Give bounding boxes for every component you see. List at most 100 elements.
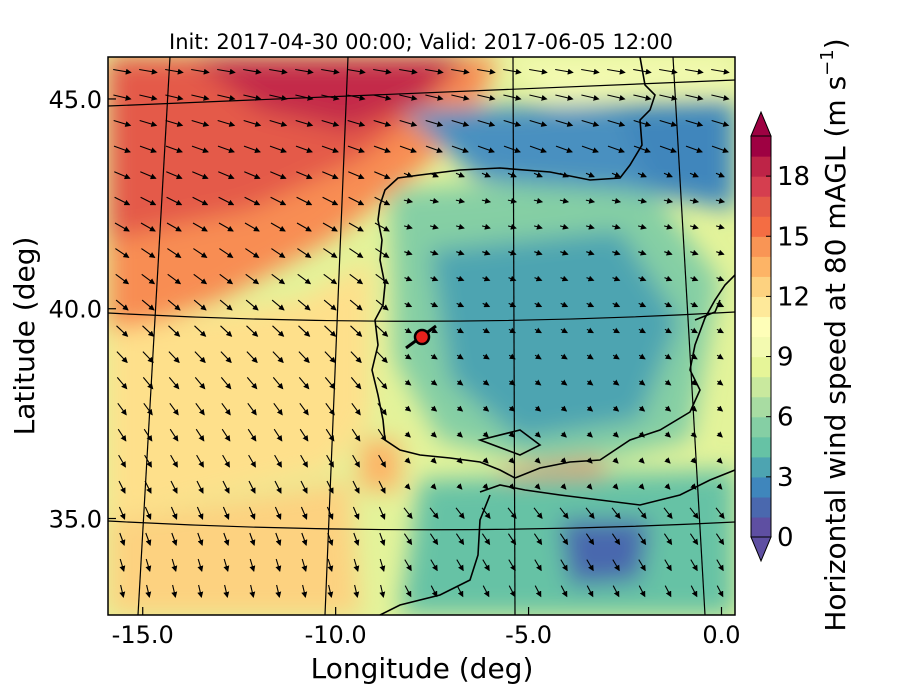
wind-arrow (377, 402, 387, 416)
wind-arrow (690, 249, 699, 256)
wind-arrow (170, 454, 178, 468)
wind-arrow (244, 222, 260, 232)
wind-arrow (715, 171, 725, 178)
wind-arrow (581, 68, 600, 75)
wind-arrow (611, 533, 621, 546)
wind-arrow (586, 275, 595, 282)
wind-arrow (529, 145, 547, 154)
wind-arrow (217, 68, 236, 75)
wind-arrow (611, 507, 621, 519)
wind-arrow (425, 68, 444, 75)
wind-arrow (272, 325, 285, 337)
wind-arrow (430, 353, 438, 360)
wind-arrow (348, 171, 365, 180)
wind-arrow (689, 171, 699, 178)
wind-arrow (193, 248, 208, 258)
wind-arrow (456, 379, 464, 386)
wind-arrow (116, 325, 129, 337)
wind-arrow (118, 480, 126, 494)
wind-arrow (503, 68, 522, 75)
wind-arrow (482, 559, 490, 572)
wind-arrow (715, 223, 725, 230)
wind-arrow (194, 325, 207, 337)
wind-arrow (690, 483, 697, 490)
wind-arrow (326, 454, 334, 468)
wind-arrow (430, 379, 438, 386)
wind-arrow (373, 94, 392, 101)
wind-arrow (586, 353, 594, 360)
wind-arrow (350, 351, 362, 364)
wind-arrow (349, 273, 364, 285)
wind-arrow (455, 533, 465, 546)
wind-arrow (217, 145, 235, 154)
wind-arrow (555, 145, 573, 154)
colorbar-segment (751, 416, 771, 438)
colorbar-segment (751, 276, 771, 297)
colorbar-segment (751, 236, 771, 257)
colorbar-segment (751, 256, 771, 277)
colorbar-label: Horizontal wind speed at 80 mAGL (m s−1) (817, 38, 852, 631)
wind-arrow (373, 145, 391, 154)
wind-arrow (321, 68, 340, 75)
wind-arrow (197, 532, 204, 546)
colorbar-segment (751, 196, 771, 217)
y-tick-label: 40.0 (49, 296, 102, 324)
wind-arrow (612, 301, 621, 308)
wind-arrow (194, 377, 206, 390)
colorbar-segment (751, 356, 771, 378)
wind-arrow (219, 273, 234, 285)
wind-arrow (271, 273, 286, 285)
wind-arrow (711, 119, 730, 127)
wind-arrow (559, 223, 569, 230)
wind-arrow (295, 145, 313, 154)
wind-arrow (508, 431, 515, 438)
wind-arrow (269, 145, 287, 154)
wind-arrow (716, 249, 725, 256)
wind-arrow (218, 171, 235, 180)
wind-arrow (295, 68, 314, 75)
wind-arrow (481, 533, 491, 546)
wind-arrow (324, 377, 336, 390)
wind-arrow (348, 222, 364, 232)
wind-arrow (218, 222, 234, 232)
wind-arrow (716, 327, 724, 334)
wind-arrow (115, 299, 129, 311)
wind-arrow (638, 301, 647, 308)
wind-arrow (375, 299, 389, 311)
wind-arrow (560, 483, 567, 490)
wind-arrow (404, 483, 411, 490)
wind-arrow (607, 94, 626, 101)
wind-arrow (456, 405, 464, 412)
wind-arrow (529, 68, 548, 75)
wind-arrow (555, 119, 574, 127)
map-title: Init: 2017-04-30 00:00; Valid: 2017-06-0… (169, 30, 673, 54)
wind-arrow (139, 68, 158, 75)
wind-arrow (403, 533, 413, 546)
wind-arrow (429, 223, 439, 230)
wind-arrow (296, 196, 313, 206)
wind-arrow (171, 584, 178, 598)
wind-arrow (430, 559, 438, 572)
wind-arrow (168, 377, 180, 390)
wind-arrow (534, 379, 542, 386)
wind-arrow (117, 402, 127, 416)
wind-arrow (663, 223, 673, 230)
wind-arrow (271, 248, 286, 258)
wind-arrow (612, 483, 619, 490)
wind-arrow (118, 506, 126, 520)
wind-arrow (140, 171, 157, 180)
wind-arrow (165, 119, 184, 127)
wind-arrow (300, 480, 308, 494)
wind-arrow (404, 249, 413, 256)
wind-arrow (560, 405, 568, 412)
wind-arrow (482, 275, 491, 282)
wind-arrow (482, 301, 491, 308)
x-tick-label: -5.0 (505, 621, 552, 649)
wind-arrow (481, 223, 491, 230)
wind-arrow (169, 402, 179, 416)
colorbar-segment (751, 156, 771, 177)
wind-arrow (685, 119, 704, 127)
wind-arrow (321, 119, 340, 127)
wind-arrow (430, 431, 437, 438)
wind-arrow (664, 559, 672, 572)
